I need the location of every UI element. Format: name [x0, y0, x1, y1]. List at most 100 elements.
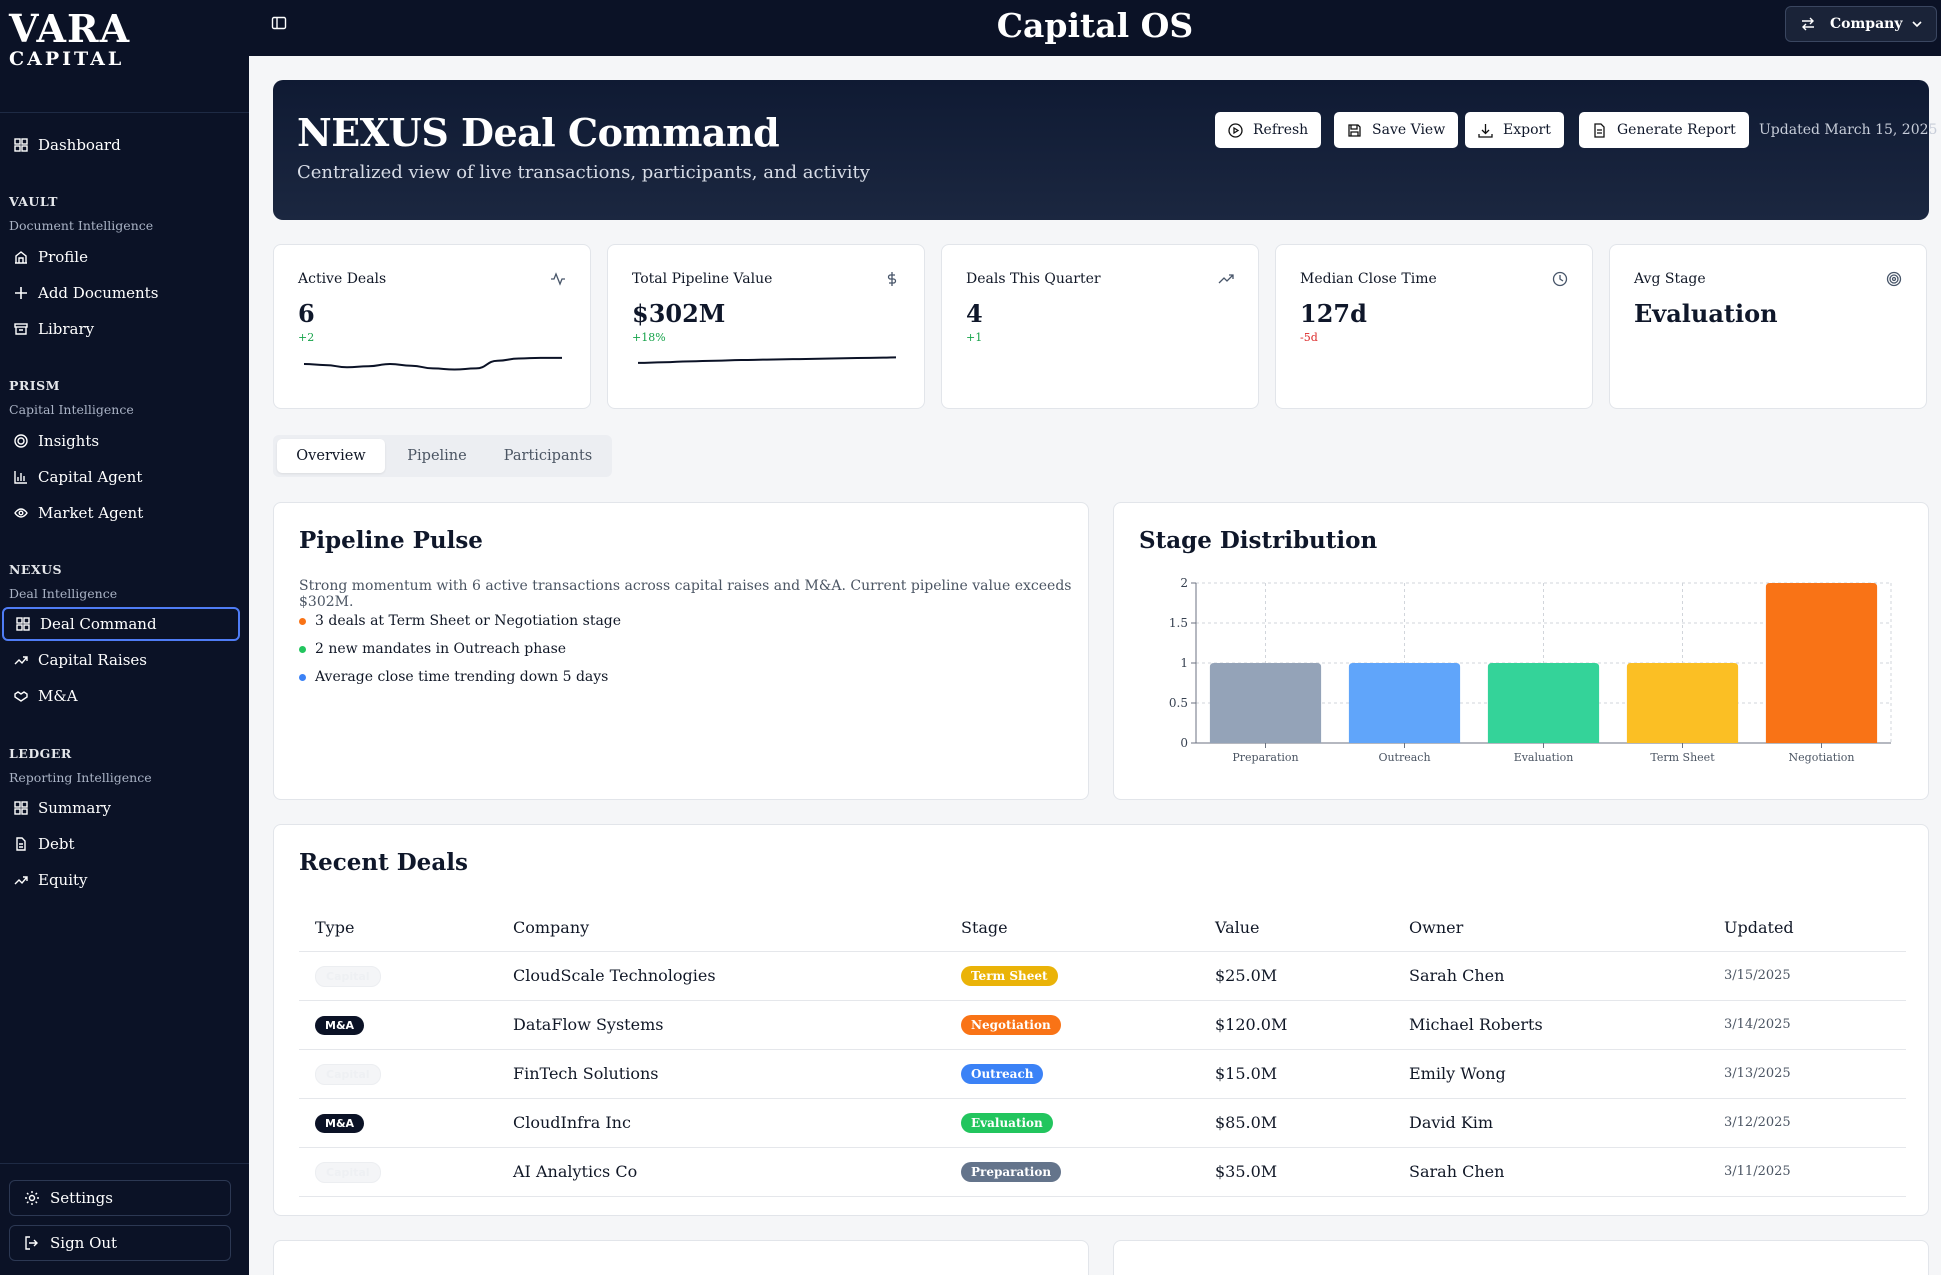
bar-evaluation[interactable] [1487, 663, 1600, 743]
bullet-dot [299, 645, 306, 653]
cell-updated: 3/15/2025 [1708, 951, 1906, 1001]
table-row[interactable]: M&A DataFlow Systems Negotiation $120.0M Mic… [299, 1000, 1906, 1050]
cell-type: Capital [299, 1147, 497, 1197]
column-header-stage[interactable]: Stage [945, 905, 1199, 952]
trending-up-icon [13, 872, 29, 888]
sidebar-item-summary[interactable]: Summary [2, 791, 240, 825]
type-badge: M&A [315, 1114, 365, 1133]
generate-report-button[interactable]: Generate Report [1579, 112, 1749, 148]
x-tick-label: Outreach [1378, 751, 1430, 764]
sidebar-item-label: Dashboard [38, 136, 121, 154]
sidebar-item-equity[interactable]: Equity [2, 863, 240, 897]
column-header-company[interactable]: Company [497, 905, 945, 952]
kpi-label: Total Pipeline Value [632, 271, 773, 287]
section-subtitle-nexus: Deal Intelligence [9, 586, 118, 601]
sidebar-item-profile[interactable]: Profile [2, 240, 240, 274]
sidebar-item-label: Profile [38, 248, 88, 266]
cell-value: $120.0M [1199, 1000, 1393, 1050]
plus-icon [13, 285, 29, 301]
tab-participants[interactable]: Participants [503, 448, 593, 464]
sidebar-item-capital-raises[interactable]: Capital Raises [2, 643, 240, 677]
kpi-value: 6 [298, 299, 315, 328]
table-row[interactable]: Capital AI Analytics Co Preparation $35.0M S… [299, 1147, 1906, 1197]
grid-icon [15, 616, 31, 632]
hero-banner: NEXUS Deal Command Centralized view of l… [273, 80, 1937, 220]
sign-out-button[interactable]: Sign Out [9, 1225, 231, 1261]
sidebar-item-add-documents[interactable]: Add Documents [2, 276, 240, 310]
type-badge: M&A [315, 1016, 365, 1035]
bar-negotiation[interactable] [1765, 583, 1878, 743]
stage-badge: Preparation [961, 1162, 1062, 1182]
table-row[interactable]: Capital FinTech Solutions Outreach $15.0M Em… [299, 1049, 1906, 1099]
activity-icon [550, 271, 566, 287]
column-header-type[interactable]: Type [299, 905, 497, 952]
section-title-vault: VAULT [9, 194, 58, 209]
archive-icon [13, 321, 29, 337]
settings-button[interactable]: Settings [9, 1180, 231, 1216]
cell-owner: Sarah Chen [1393, 951, 1708, 1001]
column-header-updated[interactable]: Updated [1708, 905, 1906, 952]
tab-pipeline[interactable]: Pipeline [407, 448, 467, 464]
kpi-card-median-close-time: Median Close Time 127d -5d [1275, 244, 1593, 409]
sidebar-item-debt[interactable]: Debt [2, 827, 240, 861]
recent-deals-card: Recent Deals Type Company Stage Value Ow… [273, 824, 1929, 1216]
kpi-sparkline [303, 356, 562, 371]
bullet-text: Average close time trending down 5 days [315, 669, 609, 685]
sidebar-item-library[interactable]: Library [2, 312, 240, 346]
sidebar-item-dashboard[interactable]: Dashboard [2, 128, 240, 162]
column-header-owner[interactable]: Owner [1393, 905, 1708, 952]
list-item: 3 deals at Term Sheet or Negotiation sta… [299, 613, 621, 629]
bullet-text: 2 new mandates in Outreach phase [315, 641, 567, 657]
stage-badge: Evaluation [961, 1113, 1053, 1133]
export-button[interactable]: Export [1465, 112, 1564, 148]
sidebar: VARA CAPITAL Dashboard VAULT Document In… [0, 0, 249, 1275]
sidebar-toggle-icon[interactable] [271, 15, 287, 31]
target-icon [1886, 271, 1902, 287]
sidebar-item-capital-agent[interactable]: Capital Agent [2, 460, 240, 494]
cell-type: Capital [299, 951, 497, 1001]
refresh-button[interactable]: Refresh [1215, 112, 1322, 148]
bar-preparation[interactable] [1209, 663, 1322, 743]
cell-owner: Sarah Chen [1393, 1147, 1708, 1197]
cell-company: AI Analytics Co [497, 1147, 945, 1197]
company-switcher-button[interactable]: Company [1785, 6, 1937, 42]
x-tick-label: Evaluation [1514, 751, 1574, 764]
y-tick-label: 1 [1180, 656, 1188, 670]
top-investors-card [1113, 1240, 1929, 1275]
stage-distribution-title: Stage Distribution [1139, 527, 1378, 554]
sidebar-item-insights[interactable]: Insights [2, 424, 240, 458]
table-row[interactable]: Capital CloudScale Technologies Term Sheet… [299, 951, 1906, 1001]
bar-term-sheet[interactable] [1626, 663, 1739, 743]
bullet-dot [299, 617, 306, 625]
save-view-button[interactable]: Save View [1334, 112, 1459, 148]
sidebar-item-market-agent[interactable]: Market Agent [2, 496, 240, 530]
kpi-card-active-deals: Active Deals 6 +2 [273, 244, 591, 409]
sidebar-item-label: Equity [38, 871, 88, 889]
column-header-value[interactable]: Value [1199, 905, 1393, 952]
sidebar-item-label: Market Agent [38, 504, 144, 522]
section-subtitle-vault: Document Intelligence [9, 218, 154, 233]
kpi-label: Median Close Time [1300, 271, 1437, 287]
y-tick-label: 1.5 [1169, 616, 1188, 630]
cell-owner: Michael Roberts [1393, 1000, 1708, 1050]
x-tick-label: Term Sheet [1650, 751, 1715, 764]
bullet-dot [299, 673, 306, 681]
table-row[interactable]: M&A CloudInfra Inc Evaluation $85.0M David K… [299, 1098, 1906, 1148]
view-tabs: Overview Pipeline Participants [273, 435, 612, 477]
cell-type: M&A [299, 1000, 497, 1050]
sidebar-item-ma[interactable]: M&A [2, 679, 240, 713]
cell-type: Capital [299, 1049, 497, 1099]
stage-distribution-chart: 0 0.5 1 1.5 2 Preparation Outreach Evaluation Te… [1169, 576, 1892, 764]
sidebar-item-deal-command[interactable]: Deal Command [2, 607, 240, 641]
kpi-change: +18% [632, 331, 666, 344]
brand-line-1: VARA [9, 6, 131, 51]
settings-label: Settings [50, 1189, 113, 1207]
eye-icon [13, 505, 29, 521]
bar-outreach[interactable] [1348, 663, 1461, 743]
cell-stage: Outreach [945, 1049, 1199, 1099]
generate-report-label: Generate Report [1617, 122, 1736, 138]
sign-out-label: Sign Out [50, 1234, 118, 1252]
tab-overview[interactable]: Overview [277, 439, 385, 473]
sidebar-item-label: Debt [38, 835, 75, 853]
sparkline-path [303, 356, 562, 371]
